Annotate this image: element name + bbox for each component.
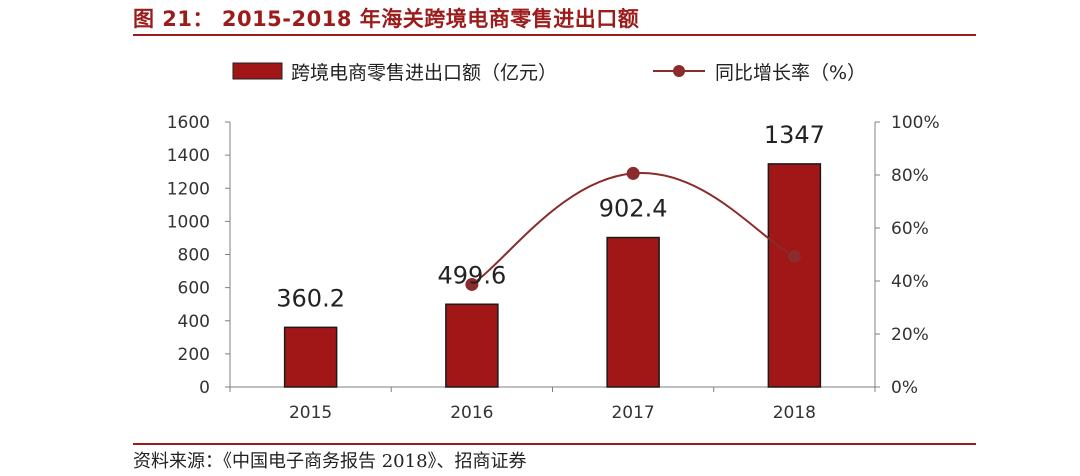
bar-data-label: 499.6 bbox=[438, 261, 507, 289]
right-axis-tick-label: 80% bbox=[891, 166, 929, 186]
growth-line-series bbox=[465, 166, 801, 291]
bar-data-label: 1347 bbox=[764, 121, 825, 149]
left-axis-tick-label: 0 bbox=[199, 378, 210, 398]
figure-source: 资料来源：《中国电子商务报告 2018》、招商证券 bbox=[133, 451, 527, 472]
title-rule bbox=[133, 34, 976, 36]
growth-line-marker bbox=[465, 277, 479, 291]
left-axis-tick-label: 1400 bbox=[167, 146, 210, 166]
left-axis-tick-label: 400 bbox=[178, 312, 210, 332]
growth-line-marker bbox=[787, 249, 801, 263]
legend-line-label: 同比增长率（%） bbox=[715, 62, 866, 84]
bar-data-label: 360.2 bbox=[276, 284, 345, 312]
left-axis-tick-label: 1200 bbox=[167, 179, 210, 199]
right-axis-tick-label: 60% bbox=[891, 219, 929, 239]
right-axis-tick-label: 100% bbox=[891, 113, 940, 133]
legend-line-marker bbox=[673, 65, 685, 77]
right-axis-tick-label: 40% bbox=[891, 272, 929, 292]
growth-line-marker bbox=[626, 166, 640, 180]
right-axis: 0% 20% 40% 60% 80% 100% bbox=[874, 113, 940, 398]
bar-series bbox=[283, 163, 822, 388]
legend-bar-swatch bbox=[232, 62, 283, 80]
x-axis-tick-label: 2018 bbox=[773, 403, 816, 423]
right-axis-tick-label: 20% bbox=[891, 325, 929, 345]
figure-title: 图 21： 2015-2018 年海关跨境电商零售进出口额 bbox=[133, 7, 640, 31]
bar-data-label: 902.4 bbox=[599, 195, 668, 223]
source-rule bbox=[133, 443, 976, 445]
left-axis-tick-label: 600 bbox=[178, 279, 210, 299]
bar bbox=[767, 163, 822, 388]
x-axis-tick-label: 2015 bbox=[289, 403, 332, 423]
right-axis-tick-label: 0% bbox=[891, 378, 918, 398]
bar-data-labels: 360.2 499.6 902.4 1347 bbox=[276, 121, 825, 312]
bar bbox=[445, 303, 499, 388]
bar bbox=[606, 236, 660, 388]
legend: 跨境电商零售进出口额（亿元） 同比增长率（%） bbox=[232, 62, 866, 84]
bar bbox=[283, 326, 338, 388]
left-axis-tick-label: 200 bbox=[178, 345, 210, 365]
left-axis-tick-label: 800 bbox=[178, 246, 210, 266]
legend-bar-label: 跨境电商零售进出口额（亿元） bbox=[291, 62, 557, 84]
x-axis-tick-label: 2016 bbox=[450, 403, 493, 423]
x-axis-tick-label: 2017 bbox=[611, 403, 654, 423]
left-axis-tick-label: 1600 bbox=[167, 113, 210, 133]
x-axis: 2015 2016 2017 2018 bbox=[229, 386, 876, 423]
left-axis: 0 200 400 600 800 1000 1200 1400 1600 bbox=[167, 113, 231, 398]
left-axis-tick-label: 1000 bbox=[167, 212, 210, 232]
